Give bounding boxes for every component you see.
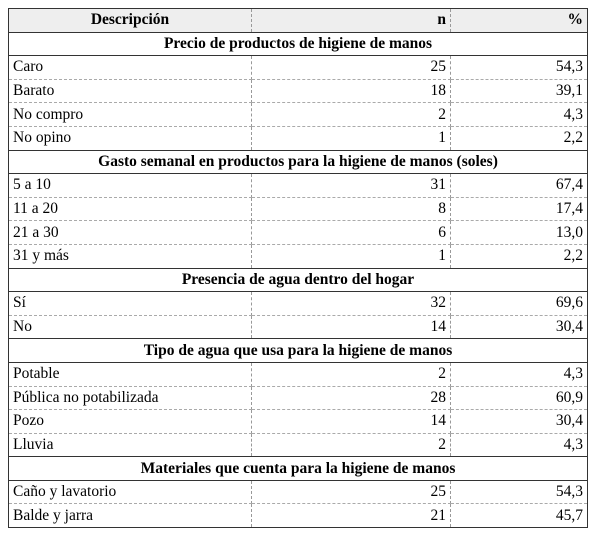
section-row: Materiales que cuenta para la higiene de…	[8, 456, 588, 481]
percent-cell: 67,4	[450, 173, 588, 198]
percent-cell: 54,3	[450, 480, 588, 505]
data-row: 5 a 10 31 67,4	[8, 173, 588, 198]
description-cell: 31 y más	[8, 244, 252, 269]
count-cell: 6	[251, 220, 451, 245]
column-header: n	[251, 8, 451, 33]
count-cell: 2	[251, 433, 451, 458]
data-row: No 14 30,4	[8, 315, 588, 340]
data-row: No compro 2 4,3	[8, 102, 588, 127]
column-header: %	[450, 8, 588, 33]
count-cell: 14	[251, 315, 451, 340]
count-cell: 32	[251, 291, 451, 316]
count-cell: 8	[251, 197, 451, 222]
description-cell: Pozo	[8, 409, 252, 434]
section-title: Gasto semanal en productos para la higie…	[8, 149, 588, 175]
section-title: Materiales que cuenta para la higiene de…	[8, 456, 588, 481]
table-head: Descripción n %	[8, 8, 588, 33]
percent-cell: 4,3	[450, 433, 588, 458]
count-cell: 25	[251, 480, 451, 505]
description-cell: No	[8, 315, 252, 340]
data-row: 11 a 20 8 17,4	[8, 197, 588, 222]
data-row: Balde y jarra 21 45,7	[8, 503, 588, 529]
count-cell: 14	[251, 409, 451, 434]
description-cell: Caño y lavatorio	[8, 480, 252, 505]
description-cell: No opino	[8, 126, 252, 151]
description-cell: 5 a 10	[8, 173, 252, 198]
data-row: Pública no potabilizada 28 60,9	[8, 386, 588, 411]
data-row: 21 a 30 6 13,0	[8, 220, 588, 245]
percent-cell: 13,0	[450, 220, 588, 245]
data-row: No opino 1 2,2	[8, 126, 588, 151]
percent-cell: 45,7	[450, 503, 588, 529]
data-row: 31 y más 1 2,2	[8, 244, 588, 269]
percent-cell: 54,3	[450, 55, 588, 80]
data-table: Descripción n % Precio de productos de h…	[8, 8, 588, 529]
data-row: Potable 2 4,3	[8, 362, 588, 387]
description-cell: Sí	[8, 291, 252, 316]
data-row: Pozo 14 30,4	[8, 409, 588, 434]
data-row: Caño y lavatorio 25 54,3	[8, 480, 588, 505]
count-cell: 18	[251, 79, 451, 104]
section-row: Precio de productos de higiene de manos	[8, 31, 588, 57]
count-cell: 1	[251, 244, 451, 269]
count-cell: 25	[251, 55, 451, 80]
percent-cell: 4,3	[450, 102, 588, 127]
section-title: Precio de productos de higiene de manos	[8, 31, 588, 57]
section-title: Tipo de agua que usa para la higiene de …	[8, 338, 588, 363]
count-cell: 21	[251, 503, 451, 529]
description-cell: 11 a 20	[8, 197, 252, 222]
count-cell: 1	[251, 126, 451, 151]
count-cell: 28	[251, 386, 451, 411]
description-cell: Potable	[8, 362, 252, 387]
column-header: Descripción	[8, 8, 252, 33]
data-row: Barato 18 39,1	[8, 79, 588, 104]
section-title: Presencia de agua dentro del hogar	[8, 267, 588, 293]
description-cell: 21 a 30	[8, 220, 252, 245]
percent-cell: 30,4	[450, 409, 588, 434]
percent-cell: 4,3	[450, 362, 588, 387]
description-cell: No compro	[8, 102, 252, 127]
percent-cell: 39,1	[450, 79, 588, 104]
section-row: Tipo de agua que usa para la higiene de …	[8, 338, 588, 363]
percent-cell: 69,6	[450, 291, 588, 316]
description-cell: Barato	[8, 79, 252, 104]
count-cell: 31	[251, 173, 451, 198]
description-cell: Balde y jarra	[8, 503, 252, 529]
count-cell: 2	[251, 362, 451, 387]
count-cell: 2	[251, 102, 451, 127]
table-body: Precio de productos de higiene de manos C…	[8, 31, 588, 529]
header-row: Descripción n %	[8, 8, 588, 33]
description-cell: Pública no potabilizada	[8, 386, 252, 411]
percent-cell: 60,9	[450, 386, 588, 411]
percent-cell: 2,2	[450, 244, 588, 269]
percent-cell: 2,2	[450, 126, 588, 151]
percent-cell: 30,4	[450, 315, 588, 340]
data-row: Lluvia 2 4,3	[8, 433, 588, 458]
data-row: Sí 32 69,6	[8, 291, 588, 316]
percent-cell: 17,4	[450, 197, 588, 222]
description-cell: Caro	[8, 55, 252, 80]
data-row: Caro 25 54,3	[8, 55, 588, 80]
section-row: Gasto semanal en productos para la higie…	[8, 149, 588, 175]
section-row: Presencia de agua dentro del hogar	[8, 267, 588, 293]
description-cell: Lluvia	[8, 433, 252, 458]
